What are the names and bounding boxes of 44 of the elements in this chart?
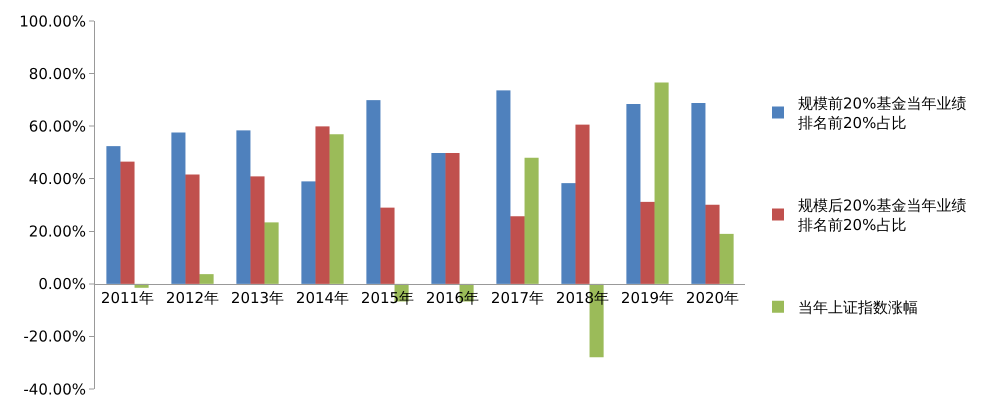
bar <box>691 103 706 284</box>
bar <box>315 126 330 284</box>
bar <box>106 146 120 284</box>
bar <box>575 124 590 284</box>
bar <box>654 82 669 284</box>
y-tick-label: -20.00% <box>23 328 86 346</box>
y-tick-label: 20.00% <box>28 222 86 241</box>
bar <box>720 234 734 284</box>
y-tick-label: -40.00% <box>23 380 86 398</box>
bar <box>431 152 446 284</box>
y-tick-label: 100.00% <box>19 12 86 30</box>
bar <box>250 176 265 284</box>
bar <box>705 204 720 284</box>
bar <box>301 181 316 284</box>
bar <box>496 90 510 284</box>
x-tick-label: 2013年 <box>230 288 284 307</box>
bar <box>264 222 279 284</box>
bar <box>524 158 539 284</box>
y-tick-label: 80.00% <box>28 64 86 83</box>
bar <box>445 152 460 284</box>
legend-label: 当年上证指数涨幅 <box>798 298 918 317</box>
x-tick-label: 2017年 <box>490 288 544 307</box>
y-tick-label: 60.00% <box>28 117 86 136</box>
bar <box>626 104 640 284</box>
x-tick-label: 2011年 <box>100 288 154 307</box>
bar <box>236 130 250 284</box>
bar <box>200 274 214 284</box>
legend-label: 规模前20%基金当年业绩排名前20%占比 <box>798 94 966 132</box>
bar <box>171 132 186 284</box>
bar <box>330 134 344 284</box>
x-tick-label: 2014年 <box>296 288 350 307</box>
y-tick-label: 0.00% <box>38 275 86 294</box>
bar <box>380 208 395 284</box>
legend-label: 规模后20%基金当年业绩排名前20%占比 <box>798 196 966 234</box>
bar <box>185 174 200 284</box>
bar <box>120 162 135 284</box>
bar <box>561 183 576 284</box>
bar <box>366 100 380 284</box>
bar <box>510 216 525 284</box>
y-tick-label: 40.00% <box>28 170 86 188</box>
x-tick-label: 2012年 <box>166 288 220 307</box>
bar <box>640 202 655 284</box>
x-tick-label: 2019年 <box>620 288 674 307</box>
x-tick-label: 2020年 <box>686 288 740 307</box>
